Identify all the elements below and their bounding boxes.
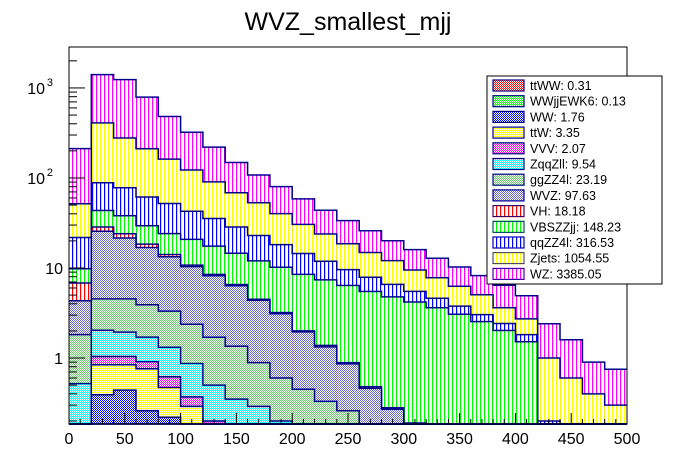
legend-entry-vvv: VVV: 2.07 bbox=[492, 142, 586, 156]
y-tick-label: 10 bbox=[27, 171, 45, 188]
legend-swatch bbox=[492, 267, 525, 280]
legend-label: VVV: 2.07 bbox=[530, 142, 586, 156]
legend-entry-qqzz4l: qqZZ4l: 316.53 bbox=[492, 236, 614, 250]
bar-wvz-bin-12 bbox=[336, 363, 360, 424]
y-tick-label: 10 bbox=[45, 261, 63, 278]
legend-label: WWjjEWK6: 0.13 bbox=[530, 95, 626, 109]
y-tick-label: 10 bbox=[27, 81, 45, 98]
legend-swatch-border bbox=[492, 220, 525, 233]
x-tick-label: 200 bbox=[279, 431, 306, 448]
legend-entry-ttw: ttW: 3.35 bbox=[492, 126, 580, 140]
legend-label: WZ: 3385.05 bbox=[530, 267, 602, 281]
legend-label: WW: 1.76 bbox=[530, 110, 585, 124]
bar-zjets-bin-23 bbox=[582, 393, 605, 424]
bar-vbszzjj-bin-15 bbox=[403, 302, 427, 424]
x-tick-label: 400 bbox=[502, 431, 529, 448]
legend-entry-zqqzll: ZqqZll: 9.54 bbox=[492, 157, 596, 172]
legend-swatch-border bbox=[492, 267, 525, 280]
legend-label: ZqqZll: 9.54 bbox=[530, 158, 596, 172]
legend-swatch bbox=[492, 142, 525, 155]
bar-zqqzll-bin-8 bbox=[247, 406, 270, 424]
legend-swatch bbox=[492, 110, 525, 124]
bar-ttw-bin-4 bbox=[158, 387, 181, 424]
bar-zqqzll-bin-7 bbox=[225, 399, 248, 424]
bar-ww-bin-2 bbox=[113, 390, 136, 424]
bar-vbszzjj-bin-14 bbox=[381, 296, 404, 424]
legend-swatch bbox=[492, 252, 525, 265]
legend-swatch bbox=[492, 79, 525, 92]
x-tick-label: 150 bbox=[223, 431, 250, 448]
legend-swatch bbox=[492, 220, 525, 233]
bar-ggzz4l-bin-9 bbox=[269, 377, 293, 424]
bar-ttw-bin-5 bbox=[180, 406, 203, 424]
legend-label: Zjets: 1054.55 bbox=[530, 252, 609, 266]
bar-ggzz4l-bin-11 bbox=[314, 401, 337, 424]
y-tick-label: 1 bbox=[54, 351, 63, 368]
legend-entry-vbszzjj: VBSZZjj: 148.23 bbox=[492, 220, 621, 234]
bar-vbszzjj-bin-18 bbox=[470, 321, 494, 424]
bar-ww-bin-3 bbox=[135, 410, 159, 424]
legend-swatch bbox=[492, 157, 525, 171]
bar-ggzz4l-bin-10 bbox=[292, 389, 315, 424]
legend-label: ttWW: 0.31 bbox=[530, 79, 592, 93]
x-tick-label: 250 bbox=[335, 431, 362, 448]
bar-zqqzll-bin-6 bbox=[202, 385, 226, 424]
x-tick-label: 50 bbox=[116, 431, 134, 448]
legend-entry-zjets: Zjets: 1054.55 bbox=[492, 252, 609, 266]
legend-entry-wz: WZ: 3385.05 bbox=[492, 267, 602, 281]
bar-vbszzjj-bin-17 bbox=[448, 314, 471, 424]
legend-swatch-border bbox=[492, 252, 525, 265]
legend-entry-vh: VH: 18.18 bbox=[492, 205, 586, 219]
legend-entry-ttww: ttWW: 0.31 bbox=[492, 79, 592, 93]
x-tick-label: 350 bbox=[446, 431, 473, 448]
bar-zqqzll-bin-0 bbox=[69, 383, 92, 424]
x-tick-label: 500 bbox=[614, 431, 641, 448]
legend-entry-wvz: WVZ: 97.63 bbox=[492, 189, 596, 203]
legend-label: ttW: 3.35 bbox=[530, 126, 580, 140]
legend-swatch-border bbox=[492, 236, 525, 249]
bar-ww-bin-1 bbox=[91, 394, 114, 424]
stacked-bars bbox=[69, 73, 627, 425]
bar-vbszzjj-bin-20 bbox=[515, 341, 538, 424]
legend-swatch bbox=[492, 189, 525, 202]
legend-label: WVZ: 97.63 bbox=[530, 189, 596, 203]
bar-zjets-bin-22 bbox=[560, 377, 583, 424]
bar-zjets-bin-21 bbox=[537, 358, 561, 424]
legend-label: qqZZ4l: 316.53 bbox=[530, 236, 614, 250]
legend-entry-wwjjewk6: WWjjEWK6: 0.13 bbox=[492, 95, 626, 109]
chart-title: WVZ_smallest_mjj bbox=[245, 8, 452, 36]
x-tick-label: 100 bbox=[167, 431, 194, 448]
outline-wz bbox=[69, 73, 627, 371]
bar-vbszzjj-bin-16 bbox=[426, 307, 449, 424]
legend-swatch bbox=[492, 236, 525, 249]
legend-entry-ww: WW: 1.76 bbox=[492, 110, 585, 124]
legend-label: VH: 18.18 bbox=[530, 205, 586, 219]
outline-vbszzjj bbox=[69, 209, 627, 425]
x-tick-label: 300 bbox=[390, 431, 417, 448]
bar-zjets-bin-24 bbox=[604, 405, 627, 424]
outline-qqzz4l bbox=[69, 181, 627, 425]
x-tick-label: 450 bbox=[558, 431, 585, 448]
legend-swatch bbox=[492, 126, 525, 139]
legend-swatch bbox=[492, 205, 525, 218]
bar-wvz-bin-14 bbox=[381, 409, 404, 424]
legend-swatch-border bbox=[492, 205, 525, 218]
legend-label: VBSZZjj: 148.23 bbox=[530, 220, 621, 234]
legend-entry-ggzz4l: ggZZ4l: 23.19 bbox=[492, 173, 607, 187]
y-tick-exponent: 2 bbox=[47, 167, 53, 179]
bar-vbszzjj-bin-19 bbox=[493, 330, 516, 424]
legend-swatch bbox=[492, 173, 525, 186]
legend-label: ggZZ4l: 23.19 bbox=[530, 173, 607, 187]
y-tick-exponent: 3 bbox=[47, 77, 53, 89]
legend-swatch bbox=[492, 95, 525, 108]
outline-zjets bbox=[69, 122, 627, 406]
bar-wvz-bin-13 bbox=[359, 388, 382, 424]
x-tick-label: 0 bbox=[65, 431, 74, 448]
